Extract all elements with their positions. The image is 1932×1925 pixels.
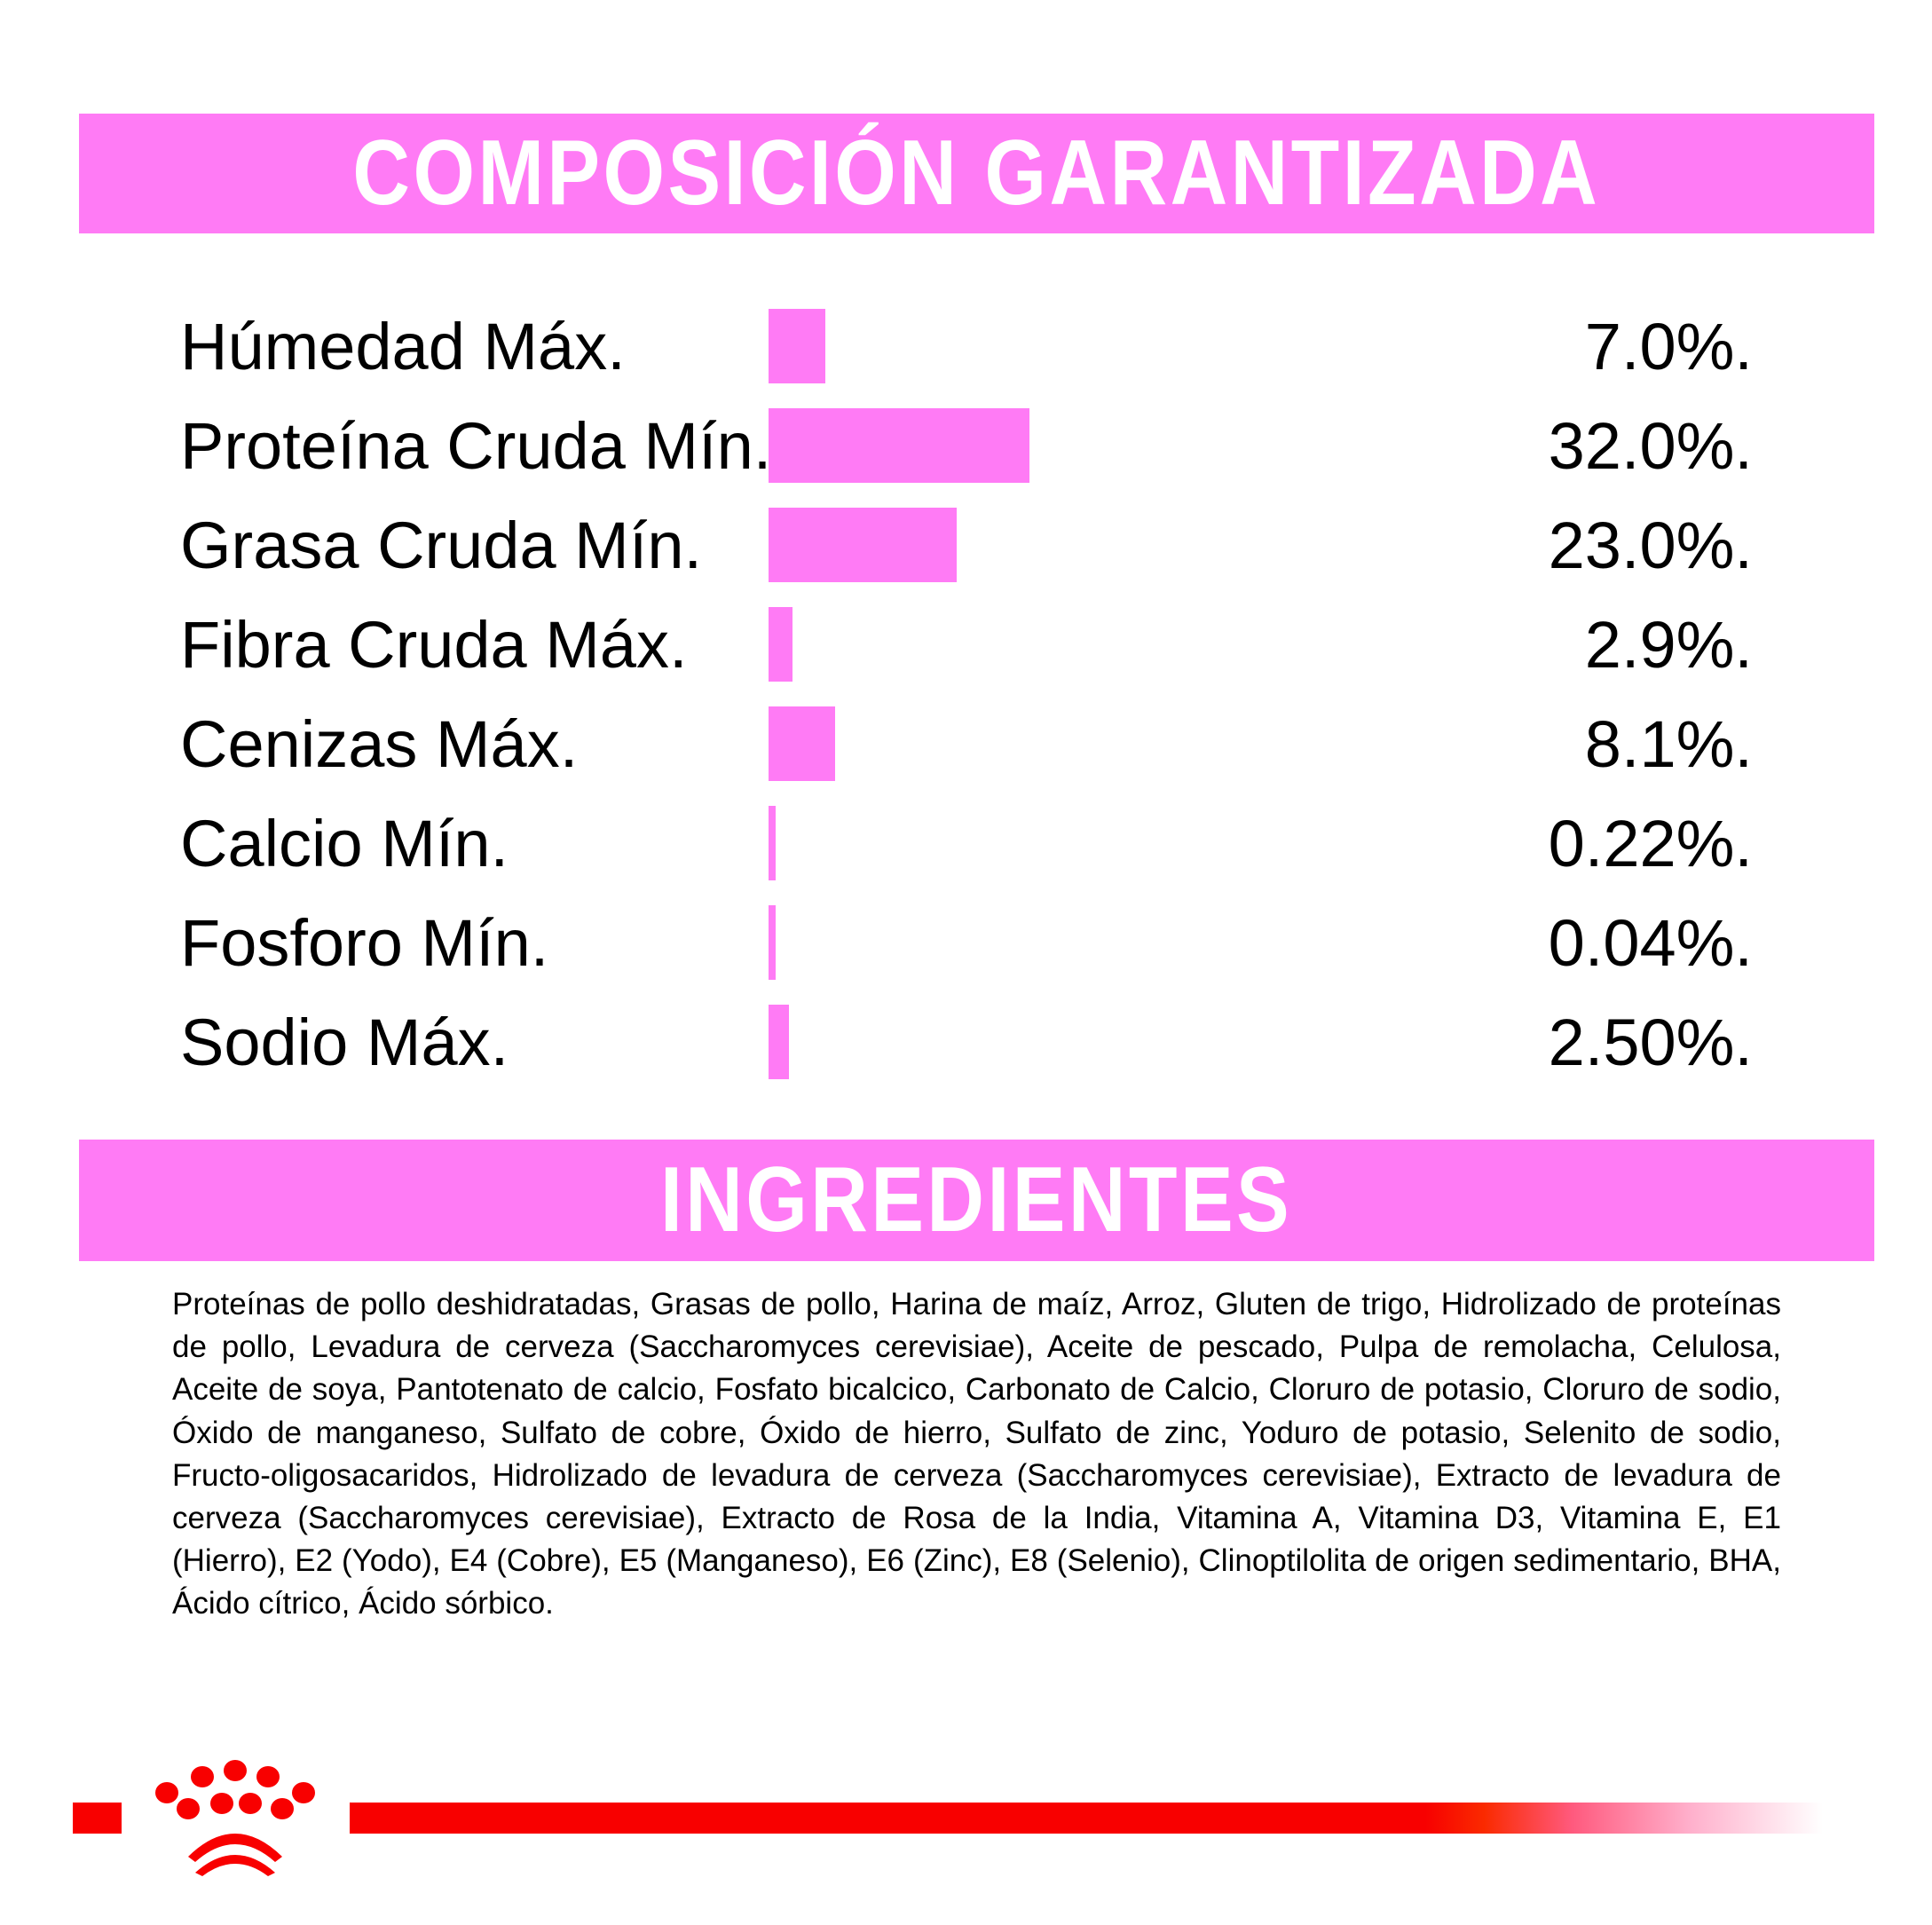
composition-row: Proteína Cruda Mín. 32.0%.: [0, 396, 1932, 495]
composition-row: Fibra Cruda Máx. 2.9%.: [0, 595, 1932, 694]
nutrient-value: 2.50%.: [1548, 1006, 1753, 1079]
footer-bar-left: [73, 1803, 122, 1834]
nutrient-bar: [769, 905, 776, 980]
ingredients-title: INGREDIENTES: [660, 1148, 1293, 1251]
nutrient-value: 32.0%.: [1548, 409, 1753, 483]
ingredients-text: Proteínas de pollo deshidratadas, Grasas…: [172, 1287, 1781, 1621]
nutrient-value: 8.1%.: [1584, 707, 1753, 781]
composition-row: Cenizas Máx. 8.1%.: [0, 694, 1932, 793]
composition-row: Sodio Máx. 2.50%.: [0, 992, 1932, 1092]
ingredients-header: INGREDIENTES: [79, 1140, 1874, 1261]
nutrient-label: Húmedad Máx.: [180, 310, 626, 383]
nutrient-value: 0.22%.: [1548, 807, 1753, 880]
nutrient-value: 7.0%.: [1584, 310, 1753, 383]
nutrient-label: Proteína Cruda Mín.: [180, 409, 772, 483]
composition-row: Grasa Cruda Mín. 23.0%.: [0, 495, 1932, 595]
nutrient-bar: [769, 408, 1030, 483]
composition-row: Calcio Mín. 0.22%.: [0, 793, 1932, 893]
nutrient-label: Calcio Mín.: [180, 807, 509, 880]
nutrient-label: Sodio Máx.: [180, 1006, 509, 1079]
nutrient-bar: [769, 309, 826, 383]
nutrient-bar: [769, 607, 793, 682]
composition-row: Húmedad Máx. 7.0%.: [0, 296, 1932, 396]
footer-bar: [350, 1803, 1823, 1834]
paw-crown-icon: [155, 1760, 315, 1876]
nutrient-value: 23.0%.: [1548, 509, 1753, 582]
nutrient-bar: [769, 1005, 789, 1079]
nutrient-value: 2.9%.: [1584, 608, 1753, 682]
composition-row: Fosforo Mín. 0.04%.: [0, 893, 1932, 992]
composition-header: COMPOSICIÓN GARANTIZADA: [79, 114, 1874, 233]
nutrient-bar: [769, 706, 835, 781]
nutrient-bar: [769, 508, 957, 582]
nutrient-label: Fibra Cruda Máx.: [180, 608, 688, 682]
composition-title: COMPOSICIÓN GARANTIZADA: [352, 122, 1601, 225]
nutrient-label: Cenizas Máx.: [180, 707, 579, 781]
nutrient-label: Fosforo Mín.: [180, 906, 549, 980]
nutrient-bar: [769, 806, 776, 880]
nutrient-value: 0.04%.: [1548, 906, 1753, 980]
nutrient-label: Grasa Cruda Mín.: [180, 509, 703, 582]
